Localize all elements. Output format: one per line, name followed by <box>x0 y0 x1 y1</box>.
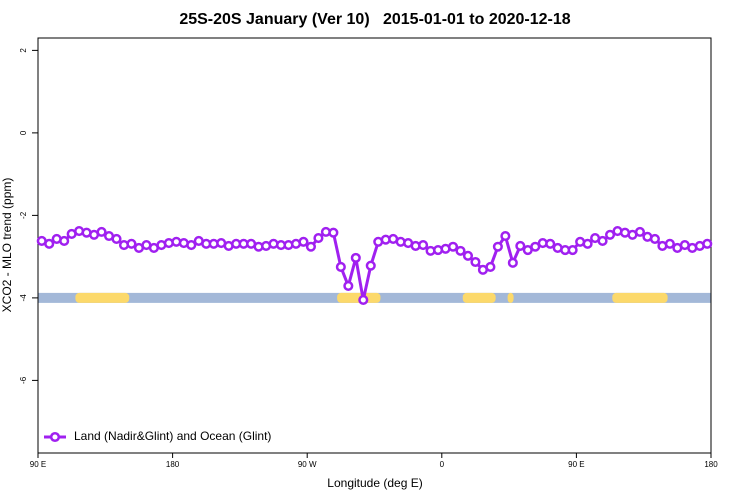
x-tick-label: 90 E <box>30 460 46 469</box>
point <box>365 260 376 271</box>
point <box>530 241 541 252</box>
point <box>59 235 70 247</box>
x-axis-label: Longitude (deg E) <box>327 476 422 490</box>
y-tick-label: 2 <box>19 48 28 53</box>
y-tick-label: -4 <box>19 294 28 302</box>
point <box>111 233 122 244</box>
point <box>350 252 361 263</box>
chart-title: 25S-20S January (Ver 10) 2015-01-01 to 2… <box>179 11 570 28</box>
y-tick-label: 0 <box>19 130 28 135</box>
point <box>418 240 429 251</box>
point <box>358 294 369 306</box>
y-tick-label: -6 <box>19 376 28 384</box>
point <box>305 241 316 252</box>
point <box>298 236 309 247</box>
y-axis-label: XCO2 - MLO trend (ppm) <box>0 178 14 313</box>
point <box>605 229 616 240</box>
point <box>44 238 55 249</box>
point <box>328 227 339 238</box>
y-tick-label: -2 <box>19 211 28 219</box>
point <box>343 280 354 291</box>
point <box>485 261 496 273</box>
land-band <box>507 292 514 303</box>
point <box>126 238 137 249</box>
point <box>96 226 107 237</box>
x-tick-label: 180 <box>704 460 718 469</box>
point <box>455 245 466 256</box>
point <box>470 256 481 268</box>
point <box>582 238 593 249</box>
point <box>634 226 646 237</box>
point <box>313 233 324 244</box>
point <box>500 230 511 242</box>
land-band <box>612 292 668 303</box>
land-band <box>462 292 496 303</box>
point <box>664 238 675 249</box>
x-tick-label: 180 <box>166 460 180 469</box>
point <box>649 233 660 244</box>
point <box>335 261 346 273</box>
point <box>462 250 474 261</box>
point <box>545 238 556 249</box>
point <box>567 244 578 256</box>
land-band <box>75 292 130 303</box>
point <box>597 235 608 247</box>
point <box>515 240 526 251</box>
point <box>507 257 518 268</box>
point <box>492 241 503 252</box>
x-tick-label: 0 <box>440 460 445 469</box>
legend-marker <box>49 431 61 443</box>
x-tick-label: 90 W <box>298 460 317 469</box>
legend-label: Land (Nadir&Glint) and Ocean (Glint) <box>74 429 271 443</box>
x-tick-label: 90 E <box>568 460 584 469</box>
point <box>447 241 459 252</box>
point <box>186 240 197 251</box>
point <box>702 238 713 249</box>
